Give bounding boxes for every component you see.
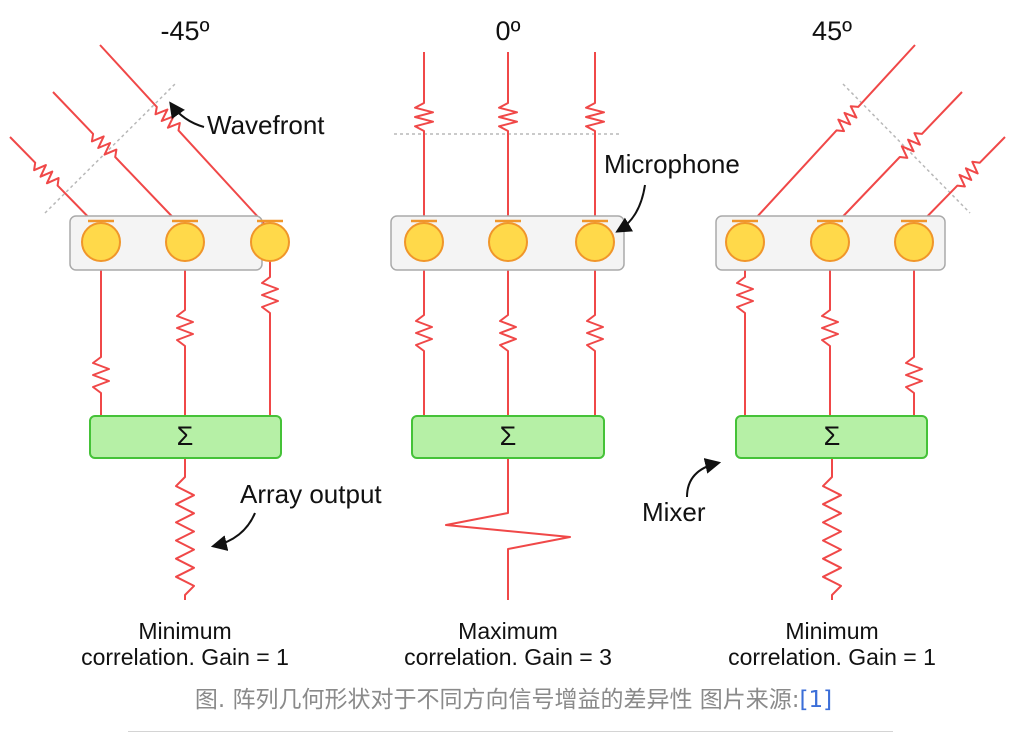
microphone-right-3 xyxy=(894,222,934,262)
mic-to-mixer-line-center-3 xyxy=(586,243,604,416)
mixer-right xyxy=(735,415,928,459)
microphone-left-2 xyxy=(165,222,205,262)
microphone-pointer-arrow xyxy=(615,184,646,233)
array-output-pointer-arrow xyxy=(210,512,256,551)
incoming-signal-left-1 xyxy=(9,136,102,231)
result-line1-center: Maximum xyxy=(458,618,558,644)
mic-to-mixer-line-center-2 xyxy=(499,243,517,416)
microphone-right-2 xyxy=(810,222,850,262)
wavefront-guide-left xyxy=(44,83,176,214)
wavefront-label: Wavefront xyxy=(207,110,325,140)
mixer-pointer-arrow xyxy=(686,458,722,498)
wavefront-pointer-arrow xyxy=(169,101,205,128)
mixers xyxy=(89,415,928,459)
result-line2-left: correlation. Gain = 1 xyxy=(81,644,289,670)
microphone-center-3 xyxy=(575,222,615,262)
array-output-signal-right xyxy=(822,456,842,600)
mixer-left xyxy=(89,415,282,459)
mixer-symbol-center: Σ xyxy=(500,421,517,451)
annotation-arrows xyxy=(169,101,722,551)
result-line2-center: correlation. Gain = 3 xyxy=(404,644,612,670)
incoming-signal-center-2 xyxy=(498,52,518,230)
incoming-signal-right-2 xyxy=(829,91,963,231)
caption-divider xyxy=(128,731,893,732)
caption-text: 图. 阵列几何形状对于不同方向信号增益的差异性 图片来源: xyxy=(194,687,800,713)
microphone-center-1 xyxy=(404,222,444,262)
angle-label-right: 45º xyxy=(812,16,852,46)
incoming-signal-left-3 xyxy=(99,44,271,231)
mixer-symbol-left: Σ xyxy=(177,421,194,451)
mixer-label: Mixer xyxy=(642,497,706,527)
array-output-label: Array output xyxy=(240,479,382,509)
array-output-signal-left xyxy=(175,456,195,600)
incoming-signal-center-1 xyxy=(414,52,434,230)
mic-to-mixer-line-left-1 xyxy=(92,243,110,416)
mic-to-mixer-line-left-3 xyxy=(261,243,279,416)
microphone-label: Microphone xyxy=(604,149,740,179)
microphones xyxy=(81,219,934,262)
figure-caption: 图. 阵列几何形状对于不同方向信号增益的差异性 图片来源:[1] xyxy=(0,680,1027,714)
array-output-signal-center xyxy=(445,456,571,600)
incoming-signal-right-1 xyxy=(744,44,916,231)
mic-to-mixer-line-right-2 xyxy=(821,243,839,416)
beamforming-diagram: -45º 0º 45º Wavefront Microphone Array o… xyxy=(9,16,1006,670)
mixer-symbol-right: Σ xyxy=(824,421,841,451)
incoming-signal-left-2 xyxy=(52,91,186,231)
incoming-signal-right-3 xyxy=(913,136,1006,231)
result-line1-right: Minimum xyxy=(785,618,878,644)
mic-to-mixer-line-right-1 xyxy=(736,243,754,416)
result-line2-right: correlation. Gain = 1 xyxy=(728,644,936,670)
mixer-center xyxy=(411,415,605,459)
angle-label-left: -45º xyxy=(161,16,210,46)
signal-lines xyxy=(9,44,1006,600)
mic-to-mixer-line-left-2 xyxy=(176,243,194,416)
result-line1-left: Minimum xyxy=(138,618,231,644)
microphone-right-1 xyxy=(725,222,765,262)
microphone-left-3 xyxy=(250,222,290,262)
microphone-left-1 xyxy=(81,222,121,262)
angle-label-center: 0º xyxy=(496,16,521,46)
microphone-center-2 xyxy=(488,222,528,262)
mic-to-mixer-line-center-1 xyxy=(415,243,433,416)
mic-to-mixer-line-right-3 xyxy=(905,243,923,416)
caption-reference-link[interactable]: [1] xyxy=(799,687,833,713)
incoming-signal-center-3 xyxy=(585,52,605,230)
